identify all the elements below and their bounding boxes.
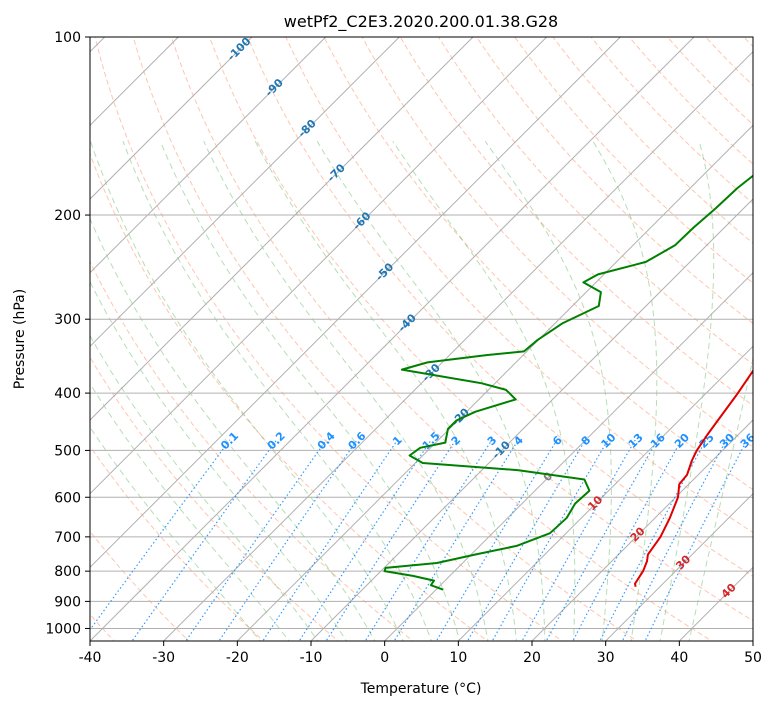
x-tick-label: 0: [380, 650, 389, 666]
x-tick-label: -10: [300, 650, 323, 666]
x-tick-label: -40: [79, 650, 102, 666]
y-axis-label: Pressure (hPa): [12, 289, 28, 389]
x-tick-label: 20: [523, 650, 541, 666]
chart-title: wetPf2_C2E3.2020.200.01.38.G28: [284, 12, 558, 32]
y-tick-label: 400: [54, 386, 81, 402]
y-tick-label: 100: [54, 30, 81, 46]
y-tick-label: 500: [54, 443, 81, 459]
x-tick-label: 30: [597, 650, 615, 666]
y-tick-label: 600: [54, 490, 81, 506]
x-tick-label: -20: [226, 650, 249, 666]
x-axis-label: Temperature (°C): [360, 681, 482, 697]
x-tick-label: 50: [744, 650, 762, 666]
y-tick-label: 300: [54, 312, 81, 328]
y-tick-label: 800: [54, 564, 81, 580]
x-tick-label: -30: [152, 650, 175, 666]
y-tick-label: 200: [54, 208, 81, 224]
y-tick-label: 1000: [45, 621, 81, 637]
x-tick-label: 10: [449, 650, 467, 666]
y-tick-label: 900: [54, 594, 81, 610]
x-tick-label: 40: [670, 650, 688, 666]
y-tick-label: 700: [54, 530, 81, 546]
